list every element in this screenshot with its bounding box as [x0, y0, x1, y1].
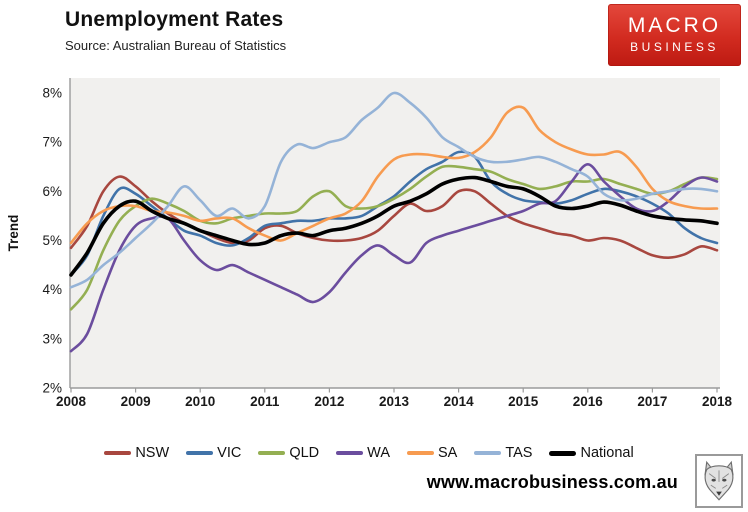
x-tick-label: 2016 — [573, 394, 604, 409]
x-tick-label: 2010 — [185, 394, 215, 409]
y-tick-label: 8% — [42, 86, 62, 101]
legend-label-vic: VIC — [217, 445, 242, 461]
x-tick-label: 2013 — [379, 394, 410, 409]
legend-label-wa: WA — [367, 445, 390, 461]
chart-source: Source: Australian Bureau of Statistics — [65, 38, 287, 53]
chart-legend: NSW VIC QLD WA SA TAS National — [30, 442, 708, 464]
legend-swatch-national — [549, 450, 577, 456]
x-tick-label: 2015 — [508, 394, 539, 409]
y-tick-label: 2% — [42, 381, 62, 396]
x-tick-label: 2018 — [702, 394, 733, 409]
series-line-tas — [69, 91, 719, 289]
legend-label-tas: TAS — [505, 445, 533, 461]
wolf-logo — [695, 454, 743, 508]
legend-item-vic: VIC — [186, 445, 241, 461]
legend-swatch-vic — [186, 451, 214, 455]
x-tick-label: 2012 — [314, 394, 344, 409]
macrobusiness-logo-line2: BUSINESS — [630, 40, 719, 54]
series-line-qld — [69, 164, 719, 311]
legend-swatch-nsw — [104, 451, 132, 455]
legend-item-sa: SA — [407, 445, 457, 461]
y-tick-label: 4% — [42, 282, 62, 297]
x-tick-label: 2008 — [56, 394, 87, 409]
y-tick-label: 7% — [42, 135, 62, 150]
x-tick-label: 2011 — [250, 394, 280, 409]
x-tick-label: 2017 — [637, 394, 667, 409]
legend-swatch-qld — [258, 451, 286, 455]
y-tick-label: 3% — [42, 331, 62, 346]
y-axis-title: Trend — [6, 215, 21, 252]
series-line-sa — [69, 105, 719, 245]
legend-label-nsw: NSW — [135, 445, 170, 461]
series-line-vic — [69, 150, 719, 277]
legend-label-national: National — [580, 445, 634, 461]
x-tick-label: 2014 — [444, 394, 475, 409]
legend-swatch-tas — [474, 451, 502, 455]
series-line-wa — [69, 163, 719, 353]
x-tick-label: 2009 — [121, 394, 151, 409]
legend-item-wa: WA — [336, 445, 390, 461]
legend-item-qld: QLD — [258, 445, 319, 461]
legend-swatch-sa — [407, 451, 434, 455]
legend-label-qld: QLD — [289, 445, 320, 461]
wolf-icon — [704, 460, 734, 501]
legend-item-nsw: NSW — [104, 445, 169, 461]
legend-item-national: National — [549, 445, 634, 461]
macrobusiness-logo-line1: MACRO — [627, 14, 722, 37]
legend-item-tas: TAS — [474, 445, 532, 461]
legend-label-sa: SA — [438, 445, 458, 461]
website-url: www.macrobusiness.com.au — [426, 472, 678, 492]
legend-swatch-wa — [336, 451, 364, 455]
page-title: Unemployment Rates — [65, 8, 284, 31]
y-tick-label: 6% — [42, 184, 62, 199]
y-tick-label: 5% — [42, 233, 62, 248]
plot-area — [70, 78, 720, 388]
macrobusiness-logo: MACRO BUSINESS — [608, 4, 741, 66]
series-line-national — [69, 175, 719, 277]
